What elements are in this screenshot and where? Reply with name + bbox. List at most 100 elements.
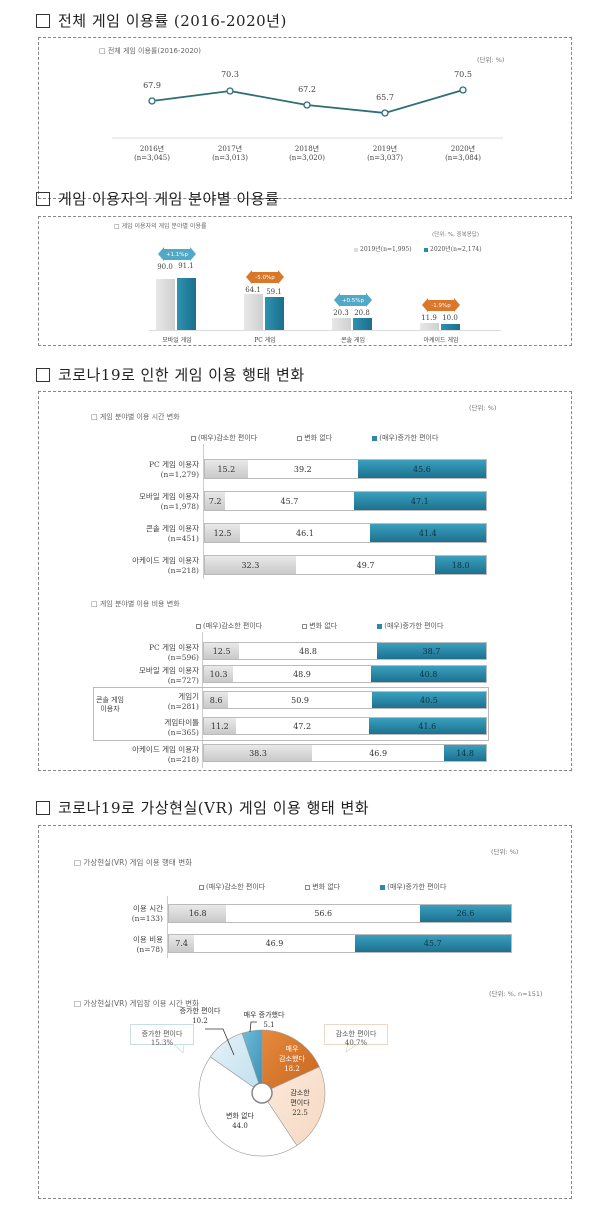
time-subtitle: □ 게임 분야별 이용 시간 변화 xyxy=(91,413,180,421)
bar-group-mobile: 90.0 91.1 +1.1%p xyxy=(156,217,198,330)
x-axis xyxy=(149,330,501,331)
console-group-frame xyxy=(93,687,489,741)
chart1-unit: (단위: %) xyxy=(477,56,505,64)
pie-label-dec-somewhat: 감소한 편이다 22.5 xyxy=(290,1089,310,1117)
checkbox-icon xyxy=(36,800,50,815)
bar-group-console: 20.3 20.8 +0.5%p xyxy=(332,217,374,330)
row-label: 게임기 (n=281) xyxy=(167,692,199,711)
segment-none: 48.9 xyxy=(233,666,371,682)
legend-none: 변화 없다 xyxy=(305,882,340,892)
vr-legend: (매우)감소한 편이다 변화 없다 (매우)증가한 편이다 xyxy=(199,882,446,892)
segment-inc: 26.6 xyxy=(420,905,511,922)
segment-none: 50.9 xyxy=(228,692,372,708)
segment-none: 47.2 xyxy=(235,718,369,734)
segment-inc: 14.8 xyxy=(444,745,486,761)
row-label: 모바일 게임 이용자 (n=727) xyxy=(139,666,199,685)
segment-none: 48.8 xyxy=(239,643,377,659)
category-label: 콘솔 게임 xyxy=(341,337,365,344)
segment-none: 45.7 xyxy=(225,492,354,510)
segment-inc: 40.8 xyxy=(370,666,486,682)
bar-value: 90.0 xyxy=(157,263,173,271)
console-group-label: 콘솔 게임 이용자 xyxy=(94,688,126,740)
segment-none: 39.2 xyxy=(247,460,358,478)
bar-2020 xyxy=(441,324,460,330)
time-legend: (매우)감소한 편이다 변화 없다 (매우)증가한 편이다 xyxy=(191,433,438,443)
legend-none: 변화 없다 xyxy=(302,621,337,631)
callout-decrease: 감소한 편이다 40.7% xyxy=(324,1024,388,1047)
pie-unit: (단위: %, n=151) xyxy=(489,990,543,998)
bar-value: 20.8 xyxy=(354,309,370,317)
pie-label-no-change: 변화 없다 44.0 xyxy=(226,1112,254,1130)
legend-inc: (매우)증가한 편이다 xyxy=(377,621,443,631)
bar-2019 xyxy=(420,323,439,330)
chart2-unit: (단위: %, 중복응답) xyxy=(432,232,479,238)
segment-none: 46.9 xyxy=(194,935,355,952)
segment-dec: 7.4 xyxy=(169,935,195,952)
bar-2020 xyxy=(353,318,372,330)
category-label: 모바일 게임 xyxy=(162,337,192,344)
stacked-bar: 8.6 50.9 40.5 xyxy=(203,691,487,709)
diff-badge: +1.1%p xyxy=(158,247,196,261)
bar-2019 xyxy=(156,279,175,330)
section-title-4: 코로나19로 가상현실(VR) 게임 이용 행태 변화 xyxy=(36,797,369,818)
bar-value: 10.0 xyxy=(442,314,458,322)
legend-2019: 2019년(n=1,995) xyxy=(354,244,412,253)
section-title-1: 전체 게임 이용률 (2016-2020년) xyxy=(36,10,287,31)
segment-inc: 45.7 xyxy=(354,935,511,952)
point-value: 67.9 xyxy=(143,81,161,90)
bar-value: 64.1 xyxy=(245,286,261,294)
segment-dec: 15.2 xyxy=(205,460,248,478)
point-value: 65.7 xyxy=(376,93,394,102)
segment-dec: 10.3 xyxy=(204,666,234,682)
vr-subtitle: □ 가상현실(VR) 게임 이용 행태 변화 xyxy=(74,858,192,867)
y-axis xyxy=(167,896,168,958)
bar-2019 xyxy=(244,294,263,330)
row-label: 게임타이틀 (n=365) xyxy=(164,718,200,737)
stacked-bar: 12.5 46.1 41.4 xyxy=(204,523,487,543)
segment-inc: 45.6 xyxy=(357,460,486,478)
row-label: 이용 비용 (n=78) xyxy=(133,935,163,954)
stacked-bar: 16.8 56.6 26.6 xyxy=(168,904,512,923)
section-title-3: 코로나19로 인한 게임 이용 행태 변화 xyxy=(36,364,305,385)
legend-dec: (매우)감소한 편이다 xyxy=(191,433,257,443)
pie-chart xyxy=(173,1021,360,1157)
row-label: 콘솔 게임 이용자 (n=451) xyxy=(145,524,199,543)
x-tick-label: 2018년 (n=3,020) xyxy=(289,145,325,162)
y-axis xyxy=(203,444,204,579)
segment-none: 46.9 xyxy=(312,745,445,761)
row-label: 모바일 게임 이용자 (n=1,978) xyxy=(139,492,199,511)
segment-none: 46.1 xyxy=(240,524,370,542)
legend-inc: (매우)증가한 편이다 xyxy=(380,882,446,892)
segment-inc: 40.5 xyxy=(371,692,486,708)
segment-dec: 16.8 xyxy=(169,905,227,922)
legend-dec: (매우)감소한 편이다 xyxy=(196,621,262,631)
segment-none: 49.7 xyxy=(295,556,436,574)
bar-2019 xyxy=(332,318,351,330)
segment-dec: 8.6 xyxy=(204,692,229,708)
diff-badge: -5.0%p xyxy=(246,270,284,284)
legend-2020: 2020년(n=2,174) xyxy=(424,244,482,253)
stacked-bar: 12.5 48.8 38.7 xyxy=(203,642,487,660)
segment-dec: 38.3 xyxy=(204,745,312,761)
segment-dec: 7.2 xyxy=(205,492,226,510)
bar-value: 59.1 xyxy=(266,288,282,296)
stacked-bar: 7.4 46.9 45.7 xyxy=(168,934,512,953)
stacked-bar: 11.2 47.2 41.6 xyxy=(203,717,487,735)
segment-inc: 47.1 xyxy=(353,492,486,510)
diff-badge: -1.9%p xyxy=(422,298,460,312)
chart2-subtitle: □ 게임 이용자의 게임 분야별 이용률 xyxy=(114,223,207,230)
stacked-bar: 10.3 48.9 40.8 xyxy=(203,665,487,683)
x-tick-label: 2020년 (n=3,084) xyxy=(445,145,481,162)
pie-label-inc-somewhat: 증가한 편이다 10.2 xyxy=(179,1007,221,1025)
chart3-box: (단위: %) □ 게임 분야별 이용 시간 변화 (매우)감소한 편이다 변화… xyxy=(38,391,572,771)
point-value: 67.2 xyxy=(298,85,316,94)
point-value: 70.5 xyxy=(454,70,472,79)
line-chart xyxy=(112,86,503,139)
pie-label-inc-very: 매우 증가했다 5.1 xyxy=(243,1011,285,1029)
section-title-text: 코로나19로 가상현실(VR) 게임 이용 행태 변화 xyxy=(58,799,370,817)
x-tick-label: 2017년 (n=3,013) xyxy=(212,145,248,162)
bar-value: 91.1 xyxy=(178,262,194,270)
stacked-bar: 15.2 39.2 45.6 xyxy=(204,459,487,479)
chart1-box: □ 전체 게임 이용률(2016-2020) (단위: %) 67.9 70.3… xyxy=(38,37,572,199)
checkbox-icon xyxy=(36,13,50,28)
